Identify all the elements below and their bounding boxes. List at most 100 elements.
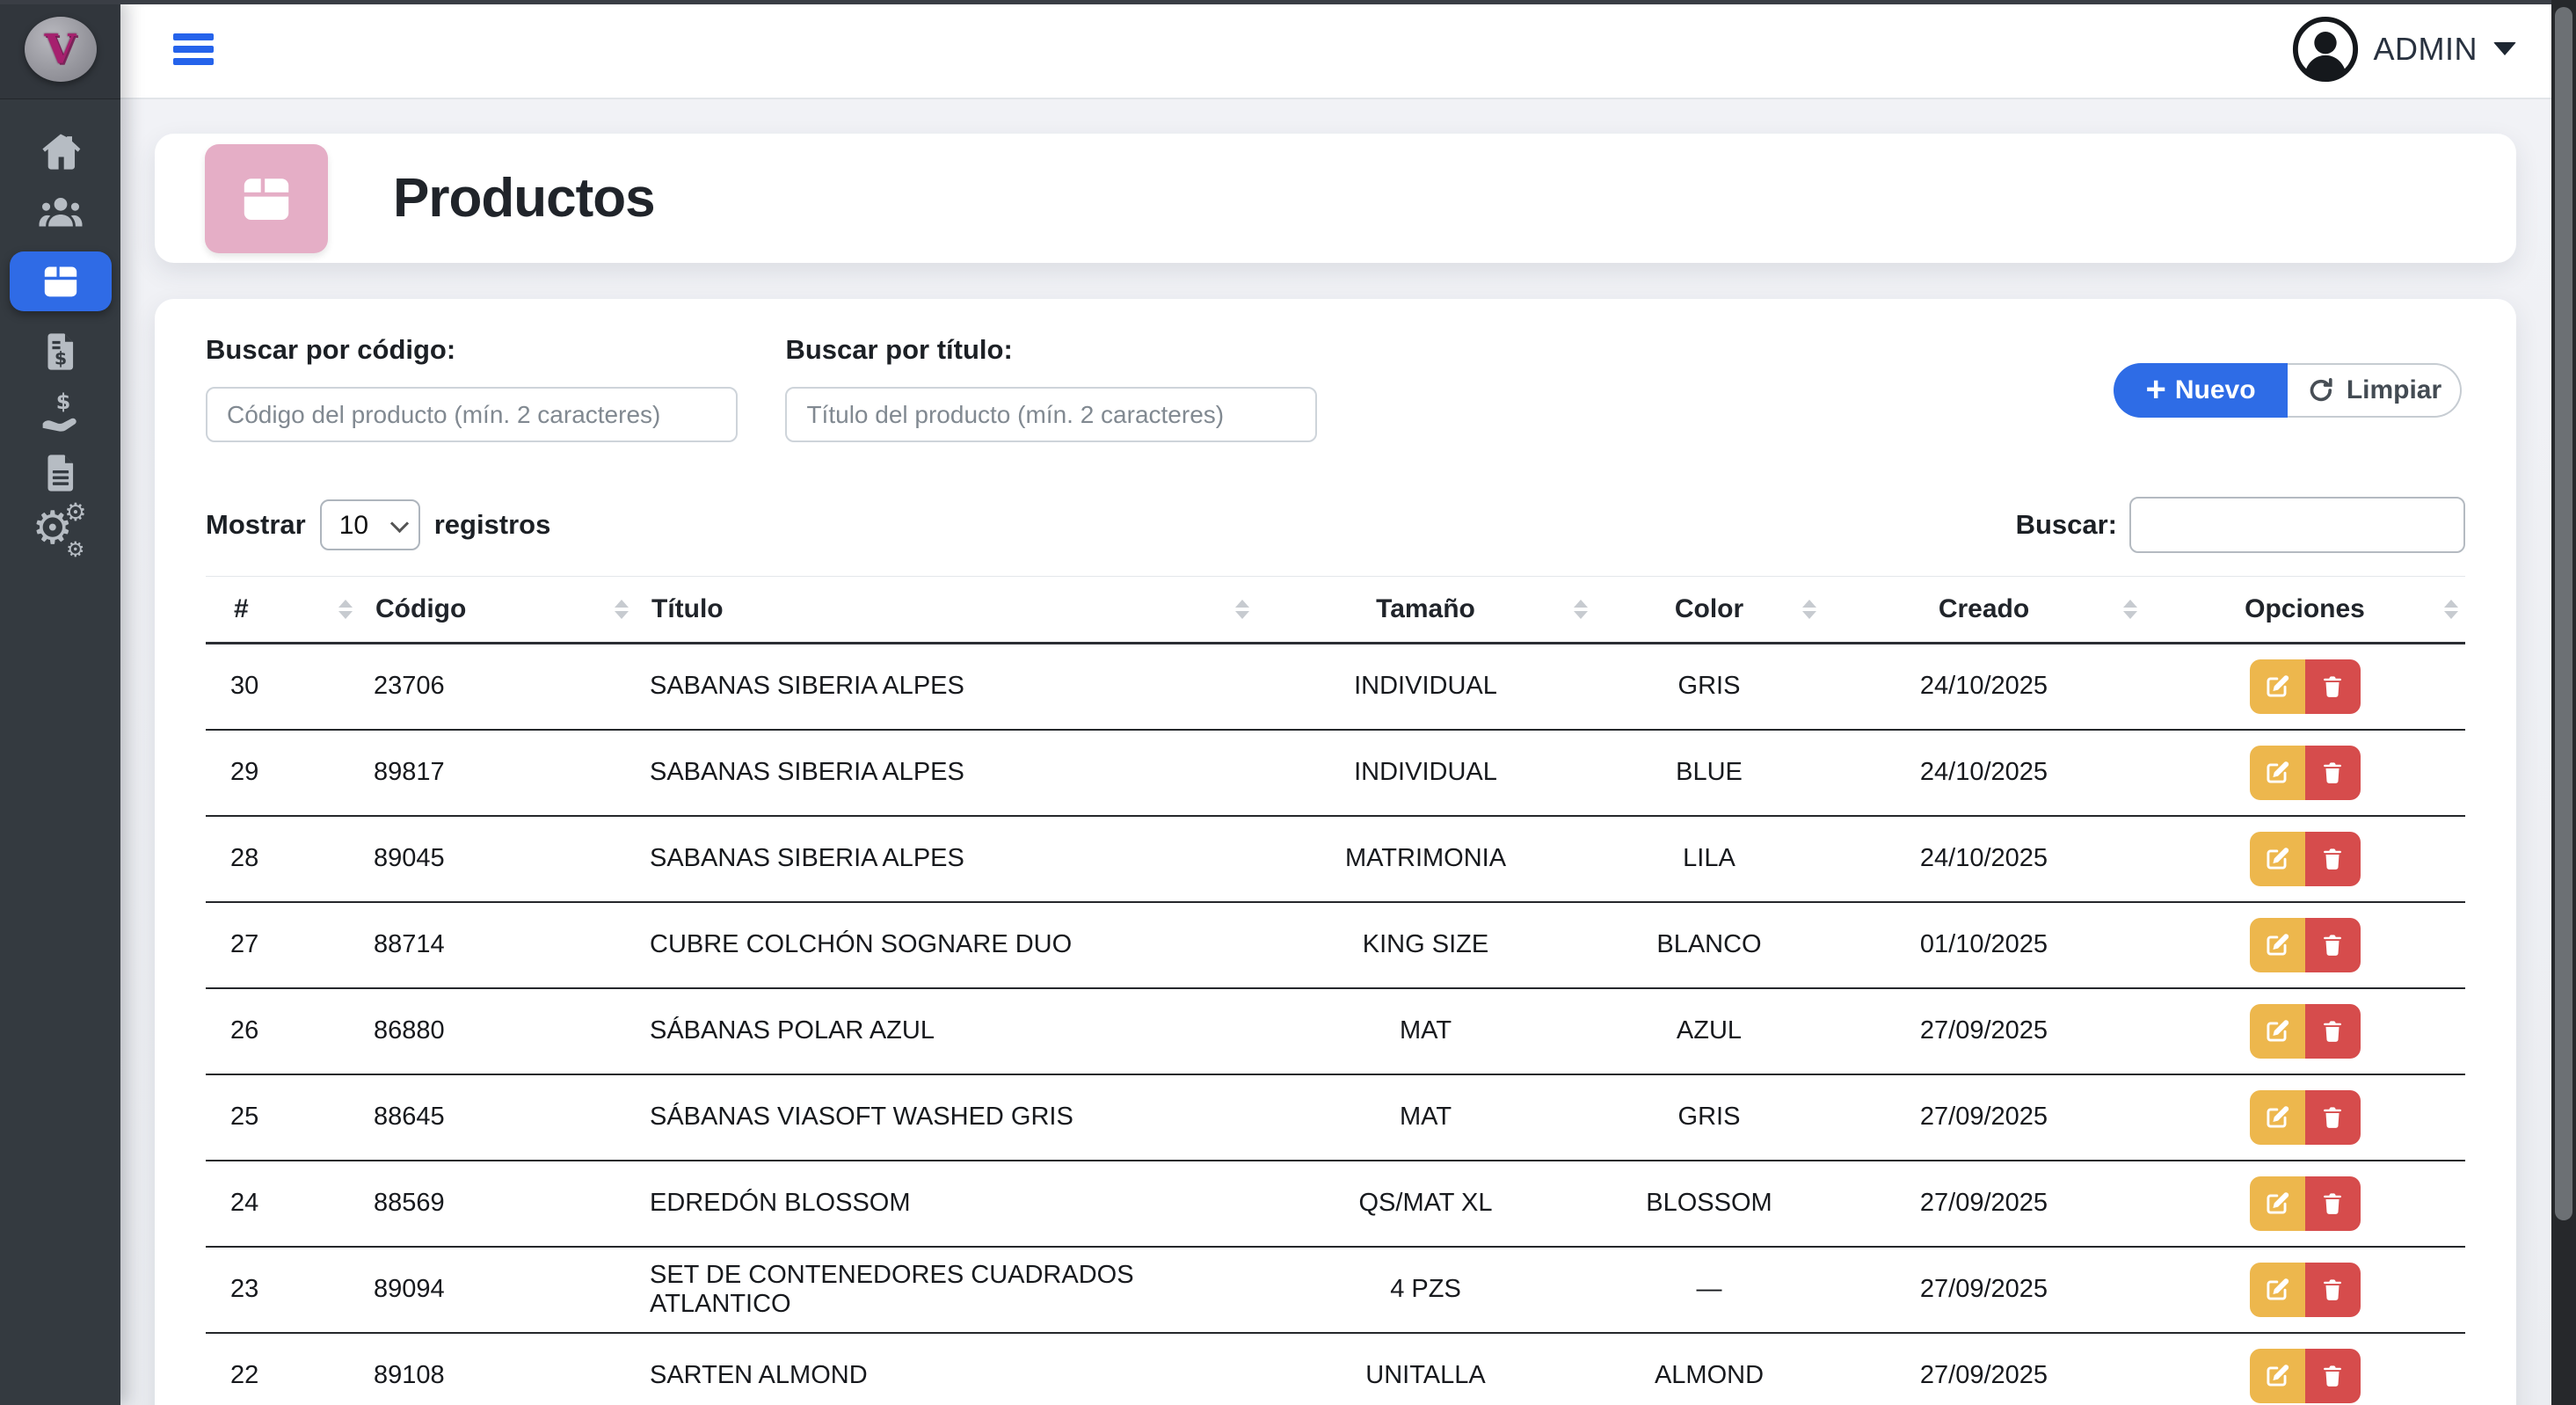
row-action-group (2249, 917, 2361, 972)
code-filter-input[interactable] (206, 387, 738, 442)
page-size-select[interactable]: 10 (319, 499, 420, 550)
delete-button[interactable] (2304, 917, 2361, 972)
refresh-icon (2310, 377, 2332, 402)
cell-title: SABANAS SIBERIA ALPES (636, 815, 1256, 903)
edit-button[interactable] (2249, 1176, 2305, 1231)
sort-icon[interactable] (615, 600, 629, 619)
sort-icon[interactable] (2123, 600, 2137, 619)
edit-button[interactable] (2249, 659, 2305, 714)
table-row: 29 89817 SABANAS SIBERIA ALPES INDIVIDUA… (206, 729, 2465, 817)
sort-icon[interactable] (1235, 600, 1249, 619)
column-header-size[interactable]: Tamaño (1256, 576, 1595, 644)
trash-icon (2324, 1106, 2341, 1128)
edit-button[interactable] (2249, 917, 2305, 972)
row-action-group (2249, 1003, 2361, 1059)
table-search-input[interactable] (2129, 497, 2465, 553)
actions-button-group: + Nuevo Limpiar (2114, 363, 2462, 418)
page-size-select-wrap: 10 (319, 499, 420, 550)
scrollbar-thumb[interactable] (2555, 7, 2572, 1220)
pen-square-icon (2266, 1106, 2289, 1128)
sidebar-item-invoices[interactable]: $ (0, 321, 120, 382)
new-button-label: Nuevo (2174, 375, 2256, 404)
cell-created: 27/09/2025 (1823, 1160, 2144, 1248)
pen-square-icon (2266, 1192, 2289, 1214)
column-header-color[interactable]: Color (1595, 576, 1823, 644)
cell-created: 27/09/2025 (1823, 1332, 2144, 1405)
row-action-group (2249, 745, 2361, 800)
column-header-number[interactable]: # (206, 576, 360, 644)
cell-number: 23 (206, 1246, 360, 1334)
sort-icon[interactable] (1802, 600, 1816, 619)
table-body: 30 23706 SABANAS SIBERIA ALPES INDIVIDUA… (206, 643, 2465, 1405)
pen-square-icon (2266, 1365, 2289, 1387)
cell-created: 24/10/2025 (1823, 729, 2144, 817)
cell-color: BLANCO (1595, 901, 1823, 989)
cell-created: 27/09/2025 (1823, 1246, 2144, 1334)
edit-button[interactable] (2249, 831, 2305, 886)
products-table: # Código Título Tamaño Color Creado Opci… (206, 576, 2465, 1405)
edit-button[interactable] (2249, 1348, 2305, 1403)
page-title: Productos (393, 168, 656, 229)
sort-icon[interactable] (338, 600, 353, 619)
sort-icon[interactable] (2444, 600, 2458, 619)
edit-button[interactable] (2249, 1262, 2305, 1317)
edit-button[interactable] (2249, 745, 2305, 800)
delete-button[interactable] (2304, 831, 2361, 886)
cell-size: MATRIMONIA (1256, 815, 1595, 903)
table-row: 28 89045 SABANAS SIBERIA ALPES MATRIMONI… (206, 815, 2465, 903)
trash-icon (2324, 1365, 2341, 1387)
cell-number: 30 (206, 643, 360, 731)
app-logo[interactable]: V (0, 0, 120, 99)
row-action-group (2249, 1348, 2361, 1403)
cell-size: QS/MAT XL (1256, 1160, 1595, 1248)
edit-button[interactable] (2249, 1089, 2305, 1145)
cell-color: LILA (1595, 815, 1823, 903)
delete-button[interactable] (2304, 1089, 2361, 1145)
cell-code: 89045 (360, 815, 636, 903)
cell-color: — (1595, 1246, 1823, 1334)
title-filter-label: Buscar por título: (785, 334, 1013, 365)
sort-icon[interactable] (1574, 600, 1588, 619)
sidebar-item-home[interactable] (0, 120, 120, 181)
edit-button[interactable] (2249, 1003, 2305, 1059)
cell-code: 88645 (360, 1074, 636, 1161)
delete-button[interactable] (2304, 659, 2361, 714)
delete-button[interactable] (2304, 1348, 2361, 1403)
avatar-icon (2291, 15, 2360, 84)
sidebar-item-settings[interactable]: ⚙ ⚙ ⚙ (0, 499, 120, 564)
delete-button[interactable] (2304, 1176, 2361, 1231)
column-header-created[interactable]: Creado (1823, 576, 2144, 644)
sidebar-item-users[interactable] (0, 181, 120, 242)
logo-letter: V (44, 25, 76, 73)
sidebar-item-products[interactable] (0, 242, 120, 321)
admin-menu[interactable]: ADMIN (2291, 15, 2516, 84)
cell-title: SET DE CONTENEDORES CUADRADOS ATLANTICO (636, 1246, 1256, 1334)
table-header-row: # Código Título Tamaño Color Creado Opci… (206, 576, 2465, 644)
row-action-group (2249, 1089, 2361, 1145)
sidebar-item-sales[interactable]: $ (0, 382, 120, 442)
pen-square-icon (2266, 1278, 2289, 1300)
sidebar-item-reports[interactable] (0, 442, 120, 503)
cell-created: 24/10/2025 (1823, 815, 2144, 903)
delete-button[interactable] (2304, 1003, 2361, 1059)
delete-button[interactable] (2304, 1262, 2361, 1317)
trash-icon (2324, 934, 2341, 956)
cell-color: ALMOND (1595, 1332, 1823, 1405)
hand-dollar-icon: $ (42, 389, 76, 432)
vertical-scrollbar (2551, 0, 2576, 1405)
cell-created: 27/09/2025 (1823, 1074, 2144, 1161)
column-header-code[interactable]: Código (360, 576, 636, 644)
new-button[interactable]: + Nuevo (2114, 363, 2288, 418)
delete-button[interactable] (2304, 745, 2361, 800)
column-header-options[interactable]: Opciones (2144, 576, 2465, 644)
cell-number: 27 (206, 901, 360, 989)
title-filter-input[interactable] (785, 387, 1318, 442)
column-header-title[interactable]: Título (636, 576, 1256, 644)
topbar: ADMIN (120, 0, 2551, 99)
cell-size: KING SIZE (1256, 901, 1595, 989)
clear-button[interactable]: Limpiar (2288, 363, 2462, 418)
pen-square-icon (2266, 675, 2289, 697)
table-row: 30 23706 SABANAS SIBERIA ALPES INDIVIDUA… (206, 643, 2465, 731)
menu-icon[interactable] (173, 28, 222, 70)
